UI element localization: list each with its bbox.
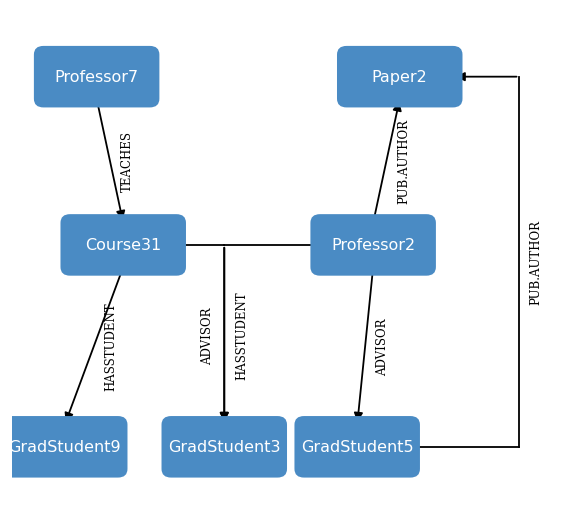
FancyBboxPatch shape bbox=[161, 416, 287, 478]
FancyBboxPatch shape bbox=[294, 416, 420, 478]
FancyBboxPatch shape bbox=[2, 416, 128, 478]
Text: PUB.AUTHOR: PUB.AUTHOR bbox=[529, 220, 542, 305]
FancyBboxPatch shape bbox=[61, 215, 186, 276]
FancyBboxPatch shape bbox=[34, 47, 160, 108]
Text: Professor7: Professor7 bbox=[54, 70, 139, 85]
Text: ADVISOR: ADVISOR bbox=[201, 307, 214, 364]
Text: Paper2: Paper2 bbox=[372, 70, 428, 85]
Text: GradStudent9: GradStudent9 bbox=[9, 439, 121, 455]
Text: PUB.AUTHOR: PUB.AUTHOR bbox=[397, 119, 410, 204]
FancyBboxPatch shape bbox=[337, 47, 462, 108]
Text: TEACHES: TEACHES bbox=[121, 131, 134, 192]
Text: HASSTUDENT: HASSTUDENT bbox=[105, 302, 117, 390]
Text: GradStudent3: GradStudent3 bbox=[168, 439, 280, 455]
Text: Course31: Course31 bbox=[85, 238, 161, 253]
Text: HASSTUDENT: HASSTUDENT bbox=[235, 291, 248, 379]
FancyBboxPatch shape bbox=[310, 215, 436, 276]
Text: Professor2: Professor2 bbox=[331, 238, 415, 253]
Text: ADVISOR: ADVISOR bbox=[376, 318, 389, 375]
Text: GradStudent5: GradStudent5 bbox=[301, 439, 413, 455]
